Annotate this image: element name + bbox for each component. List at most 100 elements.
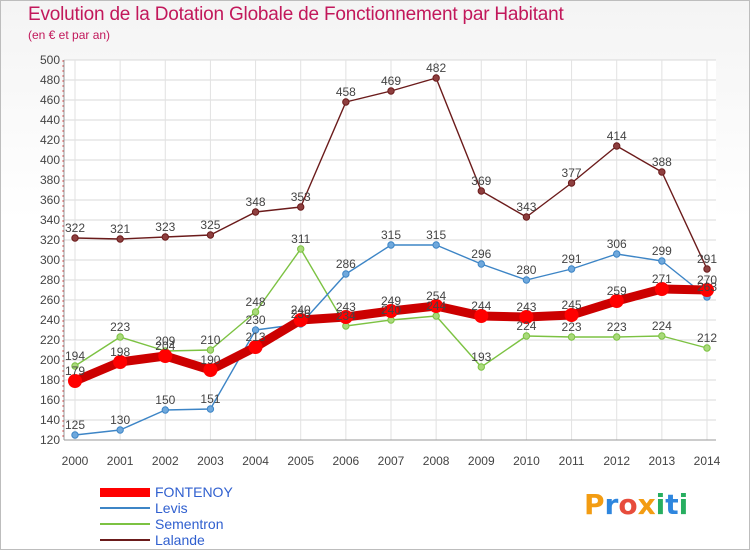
data-label-lalande: 322	[65, 221, 85, 235]
data-label-fontenoy: 190	[200, 353, 220, 367]
data-point-lalande	[206, 231, 215, 239]
y-tick-label: 300	[40, 253, 60, 267]
y-tick-label: 340	[40, 213, 60, 227]
logo-letter: r	[604, 488, 619, 521]
data-point-levis	[161, 406, 169, 414]
x-tick-label: 2009	[468, 454, 495, 468]
data-label-fontenoy: 271	[652, 272, 672, 286]
x-tick-label: 2013	[649, 454, 676, 468]
y-tick-label: 480	[40, 73, 60, 87]
data-point-lalande	[71, 234, 79, 242]
data-label-levis: 151	[200, 392, 220, 406]
data-label-levis: 263	[697, 280, 717, 294]
data-point-fontenoy	[158, 349, 173, 363]
x-tick-label: 2000	[62, 454, 89, 468]
data-label-levis: 315	[426, 228, 446, 242]
data-label-lalande: 414	[607, 129, 627, 143]
legend-label: Sementron	[155, 516, 224, 532]
data-label-levis: 150	[155, 393, 175, 407]
data-point-fontenoy	[564, 308, 579, 322]
logo-letter: i	[678, 488, 689, 521]
data-label-levis: 230	[246, 313, 266, 327]
data-label-lalande: 353	[291, 190, 311, 204]
data-point-levis	[342, 270, 350, 278]
data-point-sementron	[567, 333, 576, 341]
data-point-sementron	[658, 332, 666, 340]
legend-swatch	[100, 507, 150, 509]
data-point-fontenoy	[293, 313, 308, 327]
data-label-fontenoy: 243	[336, 300, 356, 314]
data-point-levis	[387, 241, 395, 249]
y-tick-label: 420	[40, 133, 60, 147]
data-point-levis	[71, 431, 79, 439]
logo-letter: P	[584, 488, 605, 521]
y-tick-label: 180	[40, 373, 60, 387]
data-label-fontenoy: 240	[291, 303, 311, 317]
data-label-lalande: 482	[426, 61, 446, 75]
data-label-fontenoy: 259	[607, 284, 627, 298]
x-tick-label: 2003	[197, 454, 224, 468]
y-tick-label: 360	[40, 193, 60, 207]
data-point-fontenoy	[203, 363, 218, 377]
data-point-lalande	[477, 187, 485, 195]
data-label-sementron: 193	[471, 350, 491, 364]
data-point-sementron	[703, 344, 711, 352]
data-label-lalande: 323	[155, 220, 175, 234]
data-label-sementron: 234	[336, 309, 356, 323]
x-tick-label: 2007	[378, 454, 405, 468]
data-label-lalande: 348	[246, 195, 266, 209]
x-tick-label: 2006	[333, 454, 360, 468]
x-tick-label: 2012	[603, 454, 630, 468]
data-point-fontenoy	[248, 340, 263, 354]
data-point-levis	[522, 276, 531, 284]
x-tick-label: 2005	[287, 454, 314, 468]
data-point-lalande	[658, 168, 666, 176]
y-tick-label: 260	[40, 293, 60, 307]
data-point-sementron	[477, 363, 485, 371]
data-point-sementron	[522, 332, 531, 340]
data-label-fontenoy: 204	[155, 339, 175, 353]
data-point-fontenoy	[68, 374, 82, 388]
data-point-levis	[658, 257, 666, 265]
y-tick-label: 200	[40, 353, 60, 367]
chart-subtitle: (en € et par an)	[28, 28, 111, 42]
legend-label: Lalande	[155, 532, 205, 548]
data-label-sementron: 311	[291, 232, 310, 246]
data-label-sementron: 223	[607, 320, 627, 334]
data-label-sementron: 223	[110, 320, 130, 334]
data-label-lalande: 343	[516, 200, 536, 214]
data-point-levis	[477, 260, 485, 268]
data-point-fontenoy	[338, 310, 353, 324]
data-point-levis	[567, 265, 576, 273]
data-point-lalande	[116, 235, 124, 243]
y-tick-label: 220	[40, 333, 60, 347]
data-point-fontenoy	[609, 294, 624, 308]
data-label-levis: 286	[336, 257, 356, 271]
data-label-fontenoy: 198	[110, 345, 130, 359]
x-tick-label: 2011	[559, 454, 585, 468]
data-label-sementron: 248	[246, 295, 266, 309]
data-point-lalande	[342, 98, 350, 106]
data-label-sementron: 223	[562, 320, 582, 334]
data-label-fontenoy: 244	[471, 299, 491, 313]
y-tick-label: 460	[40, 93, 60, 107]
data-label-sementron: 210	[200, 333, 220, 347]
data-label-levis: 306	[607, 237, 627, 251]
x-tick-label: 2008	[423, 454, 450, 468]
data-label-levis: 130	[110, 413, 130, 427]
data-label-sementron: 224	[652, 319, 672, 333]
data-label-levis: 291	[562, 252, 582, 266]
data-label-sementron: 240	[381, 303, 401, 317]
data-label-sementron: 212	[697, 331, 717, 345]
data-point-fontenoy	[384, 304, 398, 318]
data-point-lalande	[251, 208, 260, 216]
y-tick-label: 120	[40, 433, 60, 447]
y-tick-label: 240	[40, 313, 60, 327]
chart-title: Evolution de la Dotation Globale de Fonc…	[28, 4, 564, 25]
data-point-sementron	[71, 362, 79, 370]
data-label-levis: 125	[65, 418, 85, 432]
x-tick-label: 2014	[694, 454, 721, 468]
data-point-lalande	[522, 213, 531, 221]
data-point-fontenoy	[519, 310, 534, 324]
proxiti-logo: Proxiti	[584, 488, 688, 521]
